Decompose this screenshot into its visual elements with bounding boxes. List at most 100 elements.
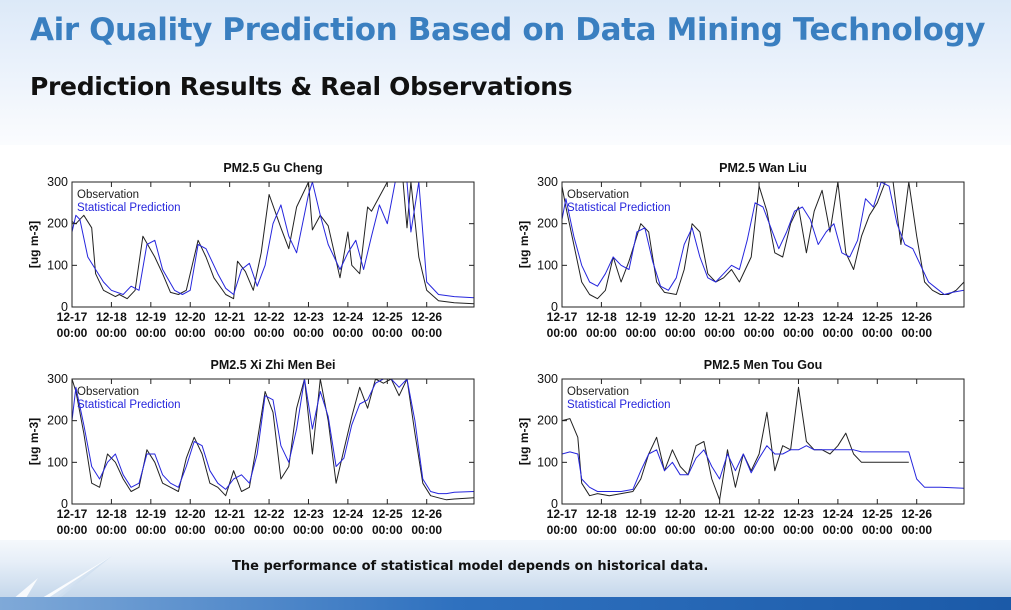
- x-tick-label-time: 00:00: [901, 326, 932, 340]
- y-tick-label: 0: [551, 497, 558, 511]
- series-line-observation: [72, 379, 474, 501]
- x-tick-label-time: 00:00: [862, 523, 893, 537]
- chart-title: PM2.5 Gu Cheng: [223, 161, 322, 175]
- x-tick-label-date: 12-25: [372, 507, 403, 521]
- x-tick-label-time: 00:00: [411, 326, 442, 340]
- x-tick-label-time: 00:00: [293, 523, 324, 537]
- x-tick-label-time: 00:00: [175, 523, 206, 537]
- legend-entry-observation: Observation: [567, 189, 629, 201]
- legend-entry-observation: Observation: [567, 386, 629, 398]
- x-tick-label-date: 12-19: [135, 310, 166, 324]
- y-tick-label: 300: [47, 175, 68, 189]
- y-tick-label: 100: [47, 258, 68, 272]
- y-tick-label: 100: [47, 455, 68, 469]
- x-tick-label-date: 12-20: [665, 507, 696, 521]
- x-tick-label-date: 12-17: [57, 310, 88, 324]
- y-tick-label: 300: [537, 175, 558, 189]
- x-tick-label-time: 00:00: [96, 523, 127, 537]
- x-tick-label-time: 00:00: [372, 326, 403, 340]
- y-tick-label: 100: [537, 258, 558, 272]
- x-tick-label-time: 00:00: [175, 326, 206, 340]
- x-tick-label-time: 00:00: [547, 523, 578, 537]
- x-tick-label-date: 12-18: [96, 310, 127, 324]
- plot-frame: [71, 378, 475, 505]
- y-axis-label: [ug m-3]: [27, 221, 41, 268]
- series-line-prediction: [562, 445, 964, 492]
- x-tick-label-date: 12-20: [665, 310, 696, 324]
- x-tick-label-date: 12-23: [783, 310, 814, 324]
- x-tick-label-date: 12-19: [625, 310, 656, 324]
- series-line-observation: [562, 386, 909, 501]
- plot-frame: [71, 181, 475, 308]
- x-tick-label-time: 00:00: [704, 326, 735, 340]
- x-tick-label-date: 12-23: [293, 507, 324, 521]
- x-tick-label-date: 12-21: [704, 507, 735, 521]
- x-tick-label-date: 12-21: [214, 310, 245, 324]
- legend-entry-prediction: Statistical Prediction: [77, 399, 181, 411]
- plot-frame: [561, 181, 965, 308]
- y-tick-label: 0: [61, 497, 68, 511]
- x-tick-label-date: 12-20: [175, 507, 206, 521]
- x-tick-label-time: 00:00: [214, 326, 245, 340]
- charts-canvas: PM2.5 Gu Cheng 0 100 200 300 [ug m-3] 12-17 00:…: [27, 161, 965, 537]
- x-tick-label-date: 12-24: [823, 507, 854, 521]
- chart-title: PM2.5 Men Tou Gou: [704, 358, 823, 372]
- x-tick-label-date: 12-25: [862, 310, 893, 324]
- series-line-observation: [562, 182, 964, 300]
- y-axis-label: [ug m-3]: [517, 418, 531, 465]
- x-tick-label-date: 12-19: [135, 507, 166, 521]
- x-tick-label-date: 12-17: [547, 310, 578, 324]
- x-tick-label-time: 00:00: [372, 523, 403, 537]
- chart-title: PM2.5 Xi Zhi Men Bei: [210, 358, 335, 372]
- x-tick-label-time: 00:00: [744, 326, 775, 340]
- x-tick-label-time: 00:00: [586, 523, 617, 537]
- x-tick-label-date: 12-23: [783, 507, 814, 521]
- legend-entry-observation: Observation: [77, 189, 139, 201]
- series-line-prediction: [562, 182, 964, 295]
- x-tick-label-date: 12-21: [704, 310, 735, 324]
- x-tick-label-time: 00:00: [214, 523, 245, 537]
- x-tick-label-time: 00:00: [862, 326, 893, 340]
- chart-panel-1: PM2.5 Gu Cheng 0 100 200 300 [ug m-3] 12-17 00:…: [27, 161, 475, 340]
- x-tick-label-date: 12-23: [293, 310, 324, 324]
- legend-entry-prediction: Statistical Prediction: [567, 399, 671, 411]
- x-tick-label-date: 12-18: [586, 310, 617, 324]
- series-line-prediction: [72, 379, 474, 495]
- x-tick-label-date: 12-26: [411, 507, 442, 521]
- series-line-prediction: [72, 182, 474, 299]
- x-tick-label-time: 00:00: [333, 523, 364, 537]
- decorative-footer-bar: [0, 597, 1011, 610]
- y-tick-label: 200: [537, 217, 558, 231]
- x-tick-label-date: 12-19: [625, 507, 656, 521]
- x-tick-label-time: 00:00: [823, 523, 854, 537]
- x-tick-label-time: 00:00: [293, 326, 324, 340]
- x-tick-label-time: 00:00: [625, 326, 656, 340]
- x-tick-label-date: 12-22: [744, 507, 775, 521]
- x-tick-label-time: 00:00: [57, 326, 88, 340]
- x-tick-label-time: 00:00: [411, 523, 442, 537]
- x-tick-label-date: 12-24: [823, 310, 854, 324]
- y-tick-label: 200: [537, 414, 558, 428]
- footer-note: The performance of statistical model dep…: [232, 559, 709, 574]
- x-tick-label-time: 00:00: [254, 523, 285, 537]
- x-tick-label-time: 00:00: [783, 326, 814, 340]
- charts-area: PM2.5 Gu Cheng 0 100 200 300 [ug m-3] 12-17 00:…: [0, 145, 1011, 540]
- x-tick-label-time: 00:00: [901, 523, 932, 537]
- legend-entry-prediction: Statistical Prediction: [567, 202, 671, 214]
- x-tick-label-time: 00:00: [665, 523, 696, 537]
- x-tick-label-time: 00:00: [823, 326, 854, 340]
- chart-panel-2: PM2.5 Wan Liu 0 100 200 300 [ug m-3] 12-17 00:0…: [517, 161, 965, 340]
- x-tick-label-date: 12-25: [862, 507, 893, 521]
- x-tick-label-date: 12-17: [57, 507, 88, 521]
- y-tick-label: 0: [61, 300, 68, 314]
- legend-entry-prediction: Statistical Prediction: [77, 202, 181, 214]
- x-tick-label-time: 00:00: [57, 523, 88, 537]
- y-tick-label: 200: [47, 414, 68, 428]
- chart-panel-3: PM2.5 Xi Zhi Men Bei 0 100 200 300 [ug m-3] 12…: [27, 358, 475, 537]
- y-axis-label: [ug m-3]: [27, 418, 41, 465]
- x-tick-label-time: 00:00: [135, 523, 166, 537]
- y-tick-label: 100: [537, 455, 558, 469]
- x-tick-label-time: 00:00: [333, 326, 364, 340]
- chart-panel-4: PM2.5 Men Tou Gou 0 100 200 300 [ug m-3] 12-17…: [517, 358, 965, 537]
- x-tick-label-time: 00:00: [704, 523, 735, 537]
